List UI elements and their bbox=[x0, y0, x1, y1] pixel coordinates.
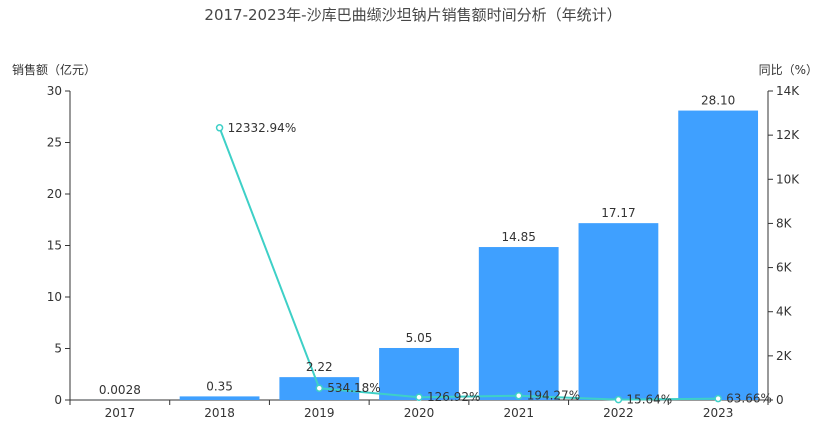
bars-layer bbox=[80, 111, 758, 400]
y-right-tick-label: 10K bbox=[776, 172, 800, 186]
bar-value-label: 28.10 bbox=[701, 94, 735, 108]
yoy-value-label: 194.27% bbox=[527, 389, 580, 403]
x-tick-label: 2019 bbox=[304, 406, 335, 420]
bar-value-label: 2.22 bbox=[306, 360, 333, 374]
yoy-point-2020[interactable] bbox=[416, 394, 422, 400]
y-right-tick-label: 6K bbox=[776, 261, 793, 275]
y-left-tick-label: 5 bbox=[54, 342, 62, 356]
yoy-point-2022[interactable] bbox=[615, 397, 621, 403]
bar-2018[interactable] bbox=[180, 396, 260, 400]
bar-2021[interactable] bbox=[479, 247, 559, 400]
yoy-value-label: 12332.94% bbox=[228, 121, 297, 135]
x-tick-label: 2021 bbox=[503, 406, 534, 420]
y-left-tick-label: 20 bbox=[47, 187, 62, 201]
yoy-point-2021[interactable] bbox=[516, 393, 522, 399]
x-tick-label: 2018 bbox=[204, 406, 235, 420]
yoy-value-label: 534.18% bbox=[327, 381, 380, 395]
y-right-tick-label: 12K bbox=[776, 128, 800, 142]
y-left-tick-label: 10 bbox=[47, 290, 62, 304]
bar-2022[interactable] bbox=[579, 223, 659, 400]
x-tick-label: 2023 bbox=[703, 406, 734, 420]
y-left-tick-label: 25 bbox=[47, 136, 62, 150]
y-axis-right-label: 同比（%） bbox=[759, 63, 818, 77]
x-tick-label: 2020 bbox=[404, 406, 435, 420]
bar-value-label: 14.85 bbox=[502, 230, 536, 244]
y-right-tick-label: 4K bbox=[776, 305, 793, 319]
y-right-tick-label: 0 bbox=[776, 393, 784, 407]
y-right-tick-label: 2K bbox=[776, 349, 793, 363]
bar-value-label: 0.0028 bbox=[99, 383, 141, 397]
bar-value-label: 5.05 bbox=[406, 331, 433, 345]
bar-2023[interactable] bbox=[678, 111, 758, 400]
bar-value-label: 0.35 bbox=[206, 379, 233, 393]
x-tick-label: 2017 bbox=[105, 406, 136, 420]
yoy-point-2018[interactable] bbox=[217, 125, 223, 131]
y-right-tick-label: 8K bbox=[776, 216, 793, 230]
yoy-point-2019[interactable] bbox=[316, 385, 322, 391]
yoy-value-label: 63.66% bbox=[726, 392, 772, 406]
y-right-tick-label: 14K bbox=[776, 84, 800, 98]
y-axis-left-label: 销售额（亿元） bbox=[12, 62, 96, 77]
yoy-point-2023[interactable] bbox=[715, 396, 721, 402]
x-tick-label: 2022 bbox=[603, 406, 634, 420]
chart-title: 2017-2023年-沙库巴曲缬沙坦钠片销售额时间分析（年统计） bbox=[204, 6, 621, 24]
y-left-tick-label: 0 bbox=[54, 393, 62, 407]
bar-value-label: 17.17 bbox=[601, 206, 635, 220]
yoy-value-label: 126.92% bbox=[427, 390, 480, 404]
yoy-value-label: 15.64% bbox=[626, 393, 672, 407]
y-left-tick-label: 30 bbox=[47, 84, 62, 98]
y-left-tick-label: 15 bbox=[47, 239, 62, 253]
